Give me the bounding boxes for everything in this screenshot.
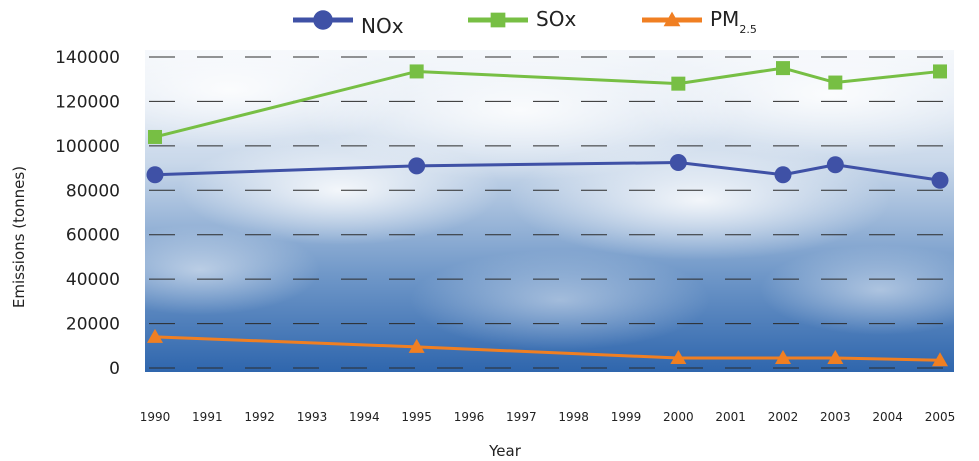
series-pm <box>147 328 948 367</box>
data-point-circle <box>931 171 949 189</box>
data-point-square <box>409 64 424 79</box>
data-point-triangle <box>408 338 425 353</box>
series-line <box>154 66 941 139</box>
data-point-square <box>828 75 843 90</box>
series-sox <box>148 61 947 144</box>
data-point-square <box>148 129 162 144</box>
x-axis-ticks: 1990 1991 1992 1993 1994 1995 1996 1997 1998 1999… <box>140 410 956 424</box>
y-axis-ticks: 0 20000 40000 60000 80000 100000 120000 140000 <box>55 48 120 379</box>
data-point-square <box>671 76 686 91</box>
legend-label: PM2.5 <box>710 7 757 36</box>
legend-label-text: SOx <box>536 7 576 31</box>
data-point-triangle <box>932 352 948 367</box>
data-point-circle <box>669 154 687 172</box>
legend-item: PM2.5 <box>642 7 757 36</box>
legend-label-text: PM <box>710 7 739 31</box>
series-line <box>154 335 941 362</box>
legend-label: NOx <box>361 14 404 38</box>
data-point-triangle <box>670 350 687 365</box>
x-tick-label: 2003 <box>820 410 851 424</box>
legend: NOx SOx PM2.5 <box>293 7 757 38</box>
x-tick-label: 1992 <box>244 410 275 424</box>
x-tick-label: 1996 <box>454 410 485 424</box>
x-tick-label: 1998 <box>558 410 589 424</box>
data-point-triangle <box>827 350 844 365</box>
y-tick-label: 120000 <box>55 92 120 112</box>
y-tick-label: 80000 <box>66 181 120 201</box>
x-tick-label: 1997 <box>506 410 537 424</box>
x-axis-title: Year <box>488 442 522 460</box>
data-point-circle <box>774 166 792 184</box>
y-tick-label: 100000 <box>55 137 120 157</box>
series-nox <box>146 154 949 189</box>
y-tick-label: 20000 <box>66 315 120 335</box>
data-point-square <box>490 12 506 28</box>
data-point-triangle <box>663 11 681 27</box>
y-tick-label: 60000 <box>66 226 120 246</box>
legend-label-text: NOx <box>361 14 404 38</box>
x-tick-label: 1991 <box>192 410 223 424</box>
data-point-circle <box>313 10 333 30</box>
legend-item: NOx <box>293 10 404 38</box>
gridlines <box>145 56 954 369</box>
series-layer <box>146 61 949 367</box>
data-point-triangle <box>147 328 163 343</box>
x-tick-label: 1995 <box>401 410 432 424</box>
x-tick-label: 2005 <box>925 410 956 424</box>
x-tick-label: 1993 <box>297 410 328 424</box>
x-tick-label: 2002 <box>768 410 799 424</box>
x-tick-label: 2000 <box>663 410 694 424</box>
y-tick-label: 40000 <box>66 270 120 290</box>
data-point-square <box>776 61 790 76</box>
data-point-circle <box>408 157 426 175</box>
y-tick-label: 0 <box>109 359 120 379</box>
y-axis-title: Emissions (tonnes) <box>10 166 28 308</box>
series-line <box>154 161 941 182</box>
x-tick-label: 2001 <box>715 410 746 424</box>
data-point-square <box>933 64 947 79</box>
x-tick-label: 1999 <box>611 410 642 424</box>
x-tick-label: 2004 <box>872 410 903 424</box>
legend-item: SOx <box>468 7 576 31</box>
legend-label-subscript: 2.5 <box>739 23 757 36</box>
data-point-circle <box>826 156 844 174</box>
data-point-circle <box>146 166 164 184</box>
x-tick-label: 1990 <box>140 410 171 424</box>
legend-label: SOx <box>536 7 576 31</box>
data-point-triangle <box>775 350 791 365</box>
y-tick-label: 140000 <box>55 48 120 68</box>
x-tick-label: 1994 <box>349 410 380 424</box>
